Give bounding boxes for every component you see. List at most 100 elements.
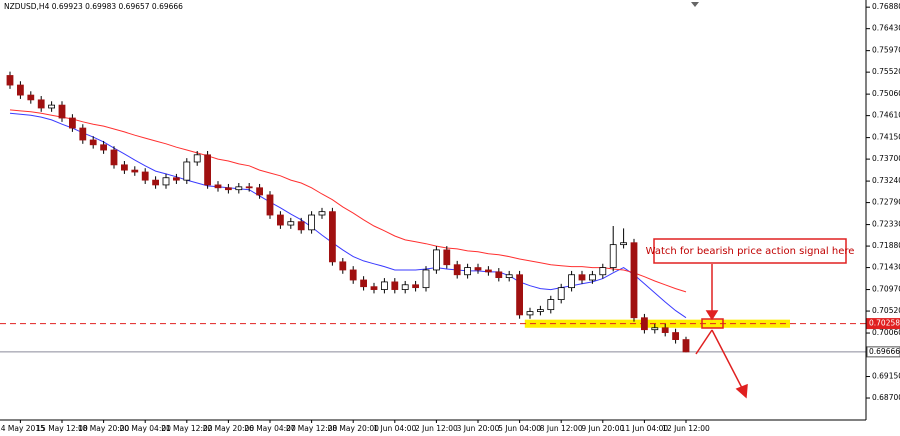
y-tick-label: 0.71880	[872, 241, 900, 250]
x-tick-label: 18 May 20:00	[78, 424, 130, 433]
candle-body	[58, 104, 66, 119]
candle-body	[589, 274, 596, 281]
candle-body	[599, 267, 607, 276]
x-tick-label: 12 Jun 12:00	[662, 424, 710, 433]
x-tick-label: 28 May 20:00	[327, 424, 379, 433]
arrow-line	[711, 329, 743, 389]
candle-body	[89, 139, 97, 146]
candle-body	[537, 309, 544, 312]
y-tick-label: 0.74610	[872, 111, 900, 120]
moving-average	[9, 112, 687, 319]
candle-body	[131, 169, 139, 173]
x-tick-label: 21 May 12:00	[161, 424, 213, 433]
y-tick-label: 0.75520	[872, 67, 900, 76]
x-tick-label: 1 Jun 04:00	[373, 424, 416, 433]
candle-body	[661, 327, 669, 333]
x-tick-label: 11 Jun 04:00	[621, 424, 669, 433]
arrow-head	[705, 310, 719, 321]
candle-body	[401, 284, 409, 290]
candle-body	[48, 104, 55, 109]
y-tick-label: 0.73240	[872, 176, 900, 185]
candle-body	[16, 84, 24, 96]
y-tick-label: 0.69150	[872, 372, 900, 381]
x-tick-label: 5 Jun 04:00	[498, 424, 541, 433]
candle-body	[235, 186, 243, 191]
candle-body	[27, 94, 35, 101]
candle-body	[464, 267, 472, 276]
price-level-box	[866, 346, 900, 358]
candle-body	[422, 269, 430, 289]
x-tick-label: 22 May 20:00	[203, 424, 255, 433]
y-tick-label: 0.76430	[872, 24, 900, 33]
candle-body	[505, 274, 513, 279]
highlight-zone	[524, 319, 790, 328]
candle-body	[630, 242, 638, 319]
y-tick-label: 0.73700	[872, 154, 900, 163]
x-tick-label: 9 Jun 20:00	[581, 424, 624, 433]
candle-body	[432, 249, 440, 271]
annotation: Watch for bearish price action signal he…	[646, 246, 855, 257]
candle-body	[297, 221, 305, 231]
candle-body	[370, 286, 378, 290]
candle-body	[276, 214, 284, 226]
candle-body	[152, 179, 160, 186]
candle-body	[360, 279, 368, 288]
x-tick-label: 3 Jun 20:00	[457, 424, 500, 433]
x-tick-label: 8 Jun 12:00	[540, 424, 583, 433]
candle-body	[578, 274, 586, 281]
candle-body	[620, 242, 627, 246]
candle-body	[641, 317, 648, 331]
y-tick-label: 0.75060	[872, 89, 900, 98]
y-tick-label: 0.74150	[872, 133, 900, 142]
candle-body	[6, 75, 14, 86]
candle-body	[121, 164, 128, 171]
arrow-head	[735, 383, 748, 399]
candle-body	[349, 269, 357, 281]
candle-body	[162, 177, 170, 186]
price-level-label: 0.70258	[869, 319, 900, 328]
candle-body	[495, 271, 503, 279]
candle-body	[69, 117, 76, 129]
candle-body	[183, 161, 191, 181]
chart-title: NZDUSD,H4 0.69923 0.69983 0.69657 0.6966…	[4, 2, 183, 11]
candle-body	[214, 184, 222, 189]
x-tick-label: 15 May 12:00	[36, 424, 88, 433]
moving-average	[9, 109, 687, 293]
candle-body	[443, 249, 451, 266]
y-tick-label: 0.68700	[872, 393, 900, 402]
candle-body	[204, 154, 212, 186]
candle-body	[266, 194, 274, 216]
candle-body	[193, 154, 201, 163]
candle-body	[100, 144, 107, 151]
candle-body	[339, 261, 347, 271]
annotation-box	[653, 238, 847, 264]
candle-body	[224, 187, 232, 191]
candle-body	[256, 187, 264, 196]
arrow-line	[695, 329, 713, 355]
x-tick-label: 2 Jun 12:00	[415, 424, 458, 433]
candle-body	[568, 274, 575, 289]
y-tick-label: 0.72790	[872, 198, 900, 207]
candle-body	[79, 127, 87, 141]
y-tick-label: 0.70060	[872, 328, 900, 337]
candle-body	[484, 269, 492, 273]
candle-body	[110, 149, 118, 166]
candle-body	[516, 274, 523, 316]
candle-body	[453, 264, 461, 276]
y-tick-label: 0.70520	[872, 306, 900, 315]
y-tick-label: 0.70970	[872, 285, 900, 294]
candle-body	[380, 281, 388, 290]
candle-body	[682, 339, 690, 353]
candle-body	[412, 284, 420, 289]
candle-body	[308, 214, 316, 231]
candle-body	[474, 267, 482, 271]
annotation-arrows	[695, 264, 748, 399]
y-tick-label: 0.76880	[872, 2, 900, 11]
candle-body	[328, 211, 336, 263]
candle-body	[245, 186, 253, 189]
plot-area	[0, 71, 866, 353]
x-tick-label: 14 May 2015	[0, 424, 45, 433]
candle-body	[547, 299, 555, 311]
candle-body	[557, 287, 565, 300]
